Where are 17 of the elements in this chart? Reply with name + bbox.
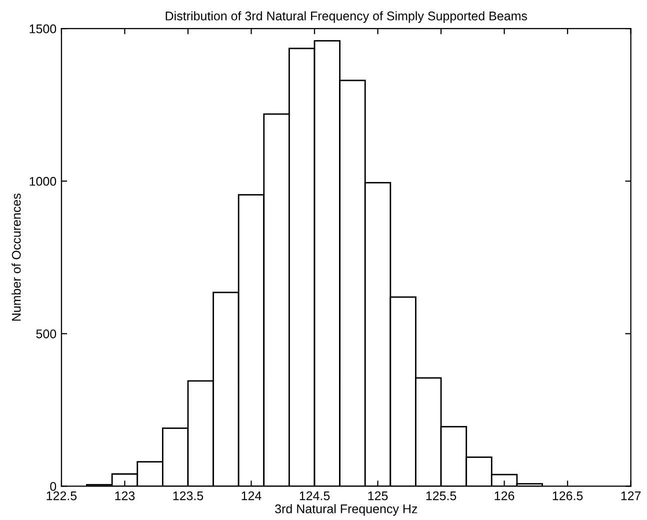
x-tick-label: 127 — [621, 491, 641, 500]
chart-title: Distribution of 3rd Natural Frequency of Simply Supported Beams — [166, 11, 528, 23]
x-tick-label: 124.5 — [300, 491, 330, 500]
x-tick-label: 122.5 — [46, 491, 77, 500]
x-tick-label: 124 — [242, 491, 262, 500]
x-tick-label: 126.5 — [552, 491, 583, 500]
y-tick-label: 500 — [36, 329, 56, 338]
y-tick-label: 0 — [50, 482, 56, 491]
x-tick-label: 123 — [115, 491, 135, 500]
x-tick-label: 125.5 — [426, 491, 456, 500]
x-tick-label: 126 — [494, 491, 514, 500]
y-axis-title: Number of Occurences — [12, 194, 21, 321]
y-tick-label: 1500 — [30, 24, 56, 34]
x-axis-title: 3rd Natural Frequency Hz — [275, 504, 418, 516]
x-tick-label: 125 — [368, 491, 388, 500]
y-tick-label: 1000 — [30, 176, 56, 186]
x-tick-label: 123.5 — [173, 491, 204, 500]
